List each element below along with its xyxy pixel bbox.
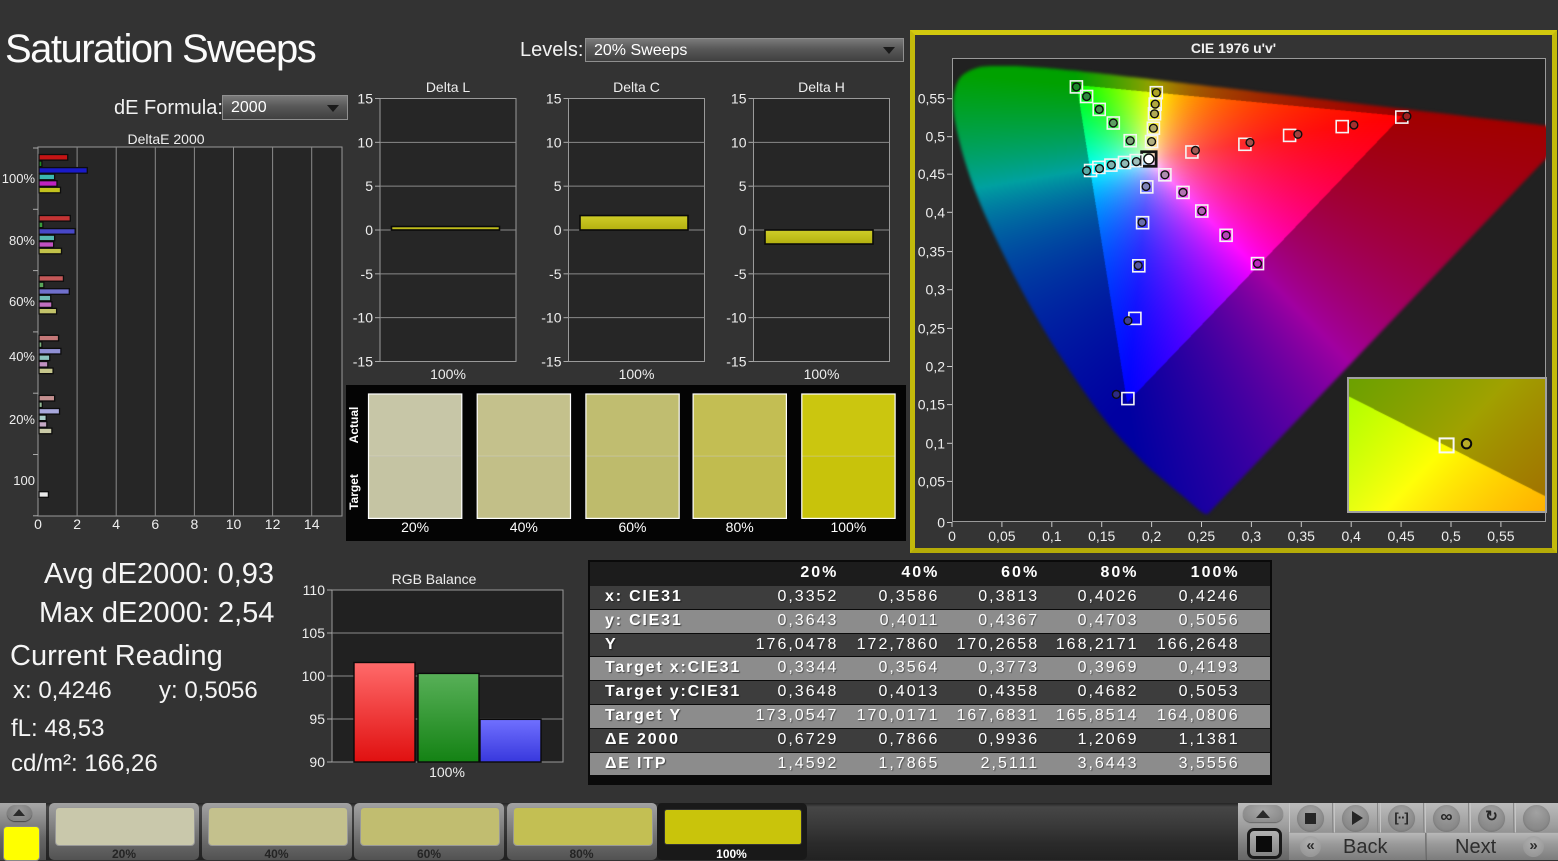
- svg-text:0,2: 0,2: [926, 359, 946, 375]
- svg-text:0,5: 0,5: [1441, 528, 1461, 544]
- svg-text:0: 0: [739, 222, 747, 238]
- svg-text:40%: 40%: [510, 519, 538, 535]
- svg-text:0,55: 0,55: [1487, 528, 1514, 544]
- svg-text:12: 12: [265, 516, 281, 532]
- svg-text:0,2: 0,2: [1142, 528, 1162, 544]
- svg-text:DeltaE 2000: DeltaE 2000: [127, 131, 204, 147]
- svg-text:0,35: 0,35: [1288, 528, 1315, 544]
- svg-text:20%: 20%: [9, 412, 35, 427]
- svg-text:60%: 60%: [618, 519, 646, 535]
- svg-text:0,5: 0,5: [926, 129, 946, 145]
- svg-text:-5: -5: [361, 266, 374, 282]
- svg-text:0,1: 0,1: [926, 435, 946, 451]
- svg-text:-15: -15: [726, 354, 746, 370]
- svg-text:0,4: 0,4: [1341, 528, 1361, 544]
- svg-text:0,55: 0,55: [918, 91, 945, 107]
- svg-text:0,15: 0,15: [918, 397, 945, 413]
- svg-text:0,25: 0,25: [1188, 528, 1215, 544]
- svg-text:-15: -15: [541, 354, 561, 370]
- svg-text:90: 90: [309, 754, 325, 770]
- svg-text:6: 6: [151, 516, 159, 532]
- svg-text:0,05: 0,05: [988, 528, 1015, 544]
- svg-text:20%: 20%: [401, 519, 429, 535]
- svg-text:10: 10: [546, 134, 562, 150]
- svg-text:15: 15: [731, 90, 747, 106]
- svg-text:0,05: 0,05: [918, 473, 945, 489]
- svg-text:Delta H: Delta H: [798, 80, 845, 95]
- svg-text:5: 5: [554, 178, 562, 194]
- svg-text:10: 10: [357, 134, 373, 150]
- svg-text:100: 100: [302, 668, 326, 684]
- svg-text:15: 15: [357, 90, 373, 106]
- svg-text:0,25: 0,25: [918, 320, 945, 336]
- svg-text:Delta L: Delta L: [426, 80, 471, 95]
- svg-text:10: 10: [731, 134, 747, 150]
- svg-text:0,3: 0,3: [1242, 528, 1262, 544]
- svg-text:0,45: 0,45: [1387, 528, 1414, 544]
- svg-text:0,1: 0,1: [1042, 528, 1062, 544]
- svg-text:Delta C: Delta C: [613, 80, 660, 95]
- svg-text:2: 2: [73, 516, 81, 532]
- svg-text:40%: 40%: [9, 349, 35, 364]
- svg-text:-5: -5: [734, 266, 747, 282]
- svg-text:100%: 100%: [804, 366, 840, 382]
- svg-text:0,15: 0,15: [1088, 528, 1115, 544]
- svg-text:100%: 100%: [430, 366, 466, 382]
- svg-text:10: 10: [226, 516, 242, 532]
- svg-text:8: 8: [191, 516, 199, 532]
- svg-text:5: 5: [739, 178, 747, 194]
- svg-text:80%: 80%: [9, 233, 35, 248]
- svg-text:0: 0: [937, 515, 945, 531]
- svg-text:0,4: 0,4: [926, 204, 946, 220]
- svg-text:0: 0: [34, 516, 42, 532]
- svg-text:110: 110: [303, 582, 326, 598]
- svg-text:100%: 100%: [429, 764, 465, 780]
- svg-text:80%: 80%: [726, 519, 754, 535]
- svg-text:-5: -5: [549, 266, 562, 282]
- svg-text:0: 0: [554, 222, 562, 238]
- svg-text:Target: Target: [347, 474, 361, 510]
- svg-text:RGB Balance: RGB Balance: [392, 571, 477, 587]
- svg-text:100%: 100%: [2, 171, 36, 186]
- svg-text:0: 0: [948, 528, 956, 544]
- svg-text:0,3: 0,3: [926, 282, 946, 298]
- svg-text:-15: -15: [353, 354, 373, 370]
- svg-text:Actual: Actual: [347, 407, 361, 444]
- svg-text:100%: 100%: [830, 519, 866, 535]
- svg-text:105: 105: [302, 625, 326, 641]
- svg-text:95: 95: [309, 711, 325, 727]
- svg-text:0,45: 0,45: [918, 166, 945, 182]
- svg-text:60%: 60%: [9, 294, 35, 309]
- svg-text:0: 0: [365, 222, 373, 238]
- svg-text:0,35: 0,35: [918, 244, 945, 260]
- svg-text:15: 15: [546, 90, 562, 106]
- svg-text:5: 5: [365, 178, 373, 194]
- svg-text:100%: 100%: [619, 366, 655, 382]
- svg-text:-10: -10: [726, 310, 746, 326]
- svg-text:14: 14: [304, 516, 320, 532]
- svg-text:100: 100: [13, 473, 35, 488]
- svg-text:4: 4: [112, 516, 120, 532]
- svg-text:-10: -10: [353, 310, 373, 326]
- svg-text:-10: -10: [541, 310, 561, 326]
